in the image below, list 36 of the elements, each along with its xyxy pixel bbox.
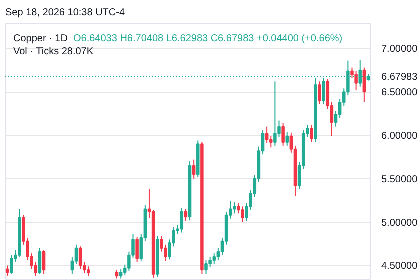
candlestick — [42, 250, 46, 275]
ref-line-label: 6.67983 — [382, 72, 418, 83]
candlestick — [265, 126, 269, 144]
candlestick — [286, 132, 289, 146]
candlestick — [136, 236, 139, 263]
candlestick — [241, 206, 244, 223]
candlestick — [274, 81, 277, 146]
text: Copper · 1D — [14, 34, 68, 44]
y-tick-label: 6.00000 — [382, 131, 418, 142]
candlestick — [192, 159, 196, 180]
candlestick — [318, 81, 322, 105]
candlestick — [270, 136, 273, 148]
text: Sep 18, 2026 10:38 UTC-4 — [6, 8, 126, 18]
candlestick — [119, 268, 123, 280]
y-tick-label: 5.50000 — [382, 174, 418, 186]
candlestick — [184, 208, 188, 222]
candlestick — [78, 246, 82, 270]
annotation: Vol · Ticks 28.07K — [14, 46, 94, 58]
candlestick — [38, 248, 42, 275]
candlestick — [282, 122, 285, 146]
candlestick — [10, 254, 14, 275]
y-tick-label: 5.00000 — [382, 218, 418, 229]
annotation: O6.64033 H6.70408 L6.62983 C6.67983 +0.04400 (+0.66%) — [74, 34, 343, 44]
candlestick — [354, 70, 358, 91]
y-tick-label: 7.00000 — [382, 44, 418, 56]
candlestick — [212, 253, 216, 265]
candlestick — [362, 67, 366, 104]
candlestick — [204, 260, 208, 275]
candlestick — [6, 265, 10, 277]
candlestick — [87, 266, 90, 277]
y-tick-label: 6.50000 — [382, 88, 418, 99]
candlestick — [233, 202, 236, 214]
candlestick — [237, 202, 240, 214]
candlestick — [310, 124, 314, 143]
y-tick-label: 4.50000 — [382, 261, 418, 272]
candlestick — [180, 208, 184, 234]
